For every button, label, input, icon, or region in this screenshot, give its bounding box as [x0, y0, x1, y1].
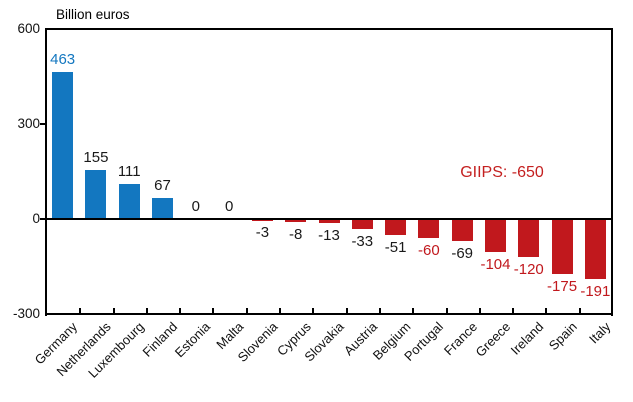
value-label-slovakia: -13	[318, 227, 340, 245]
value-label-austria: -33	[351, 233, 374, 251]
value-label-malta: 0	[224, 198, 234, 215]
x-axis-label-estonia: Estonia	[172, 319, 214, 361]
value-label-estonia: 0	[191, 198, 200, 215]
bar-spain	[551, 220, 573, 275]
zero-line	[45, 218, 613, 220]
value-label-finland: 67	[154, 176, 171, 194]
value-label-germany: 463	[50, 51, 76, 69]
bar-france	[451, 220, 473, 241]
y-axis-tick	[40, 218, 46, 220]
x-axis-label-france: France	[440, 319, 480, 359]
x-axis-tick	[545, 308, 548, 313]
bar-luxembourg	[118, 183, 140, 219]
x-axis-tick	[179, 308, 182, 313]
x-axis-label-finland: Finland	[139, 319, 181, 360]
value-label-portugal: -60	[418, 242, 440, 259]
bar-finland	[152, 197, 174, 219]
x-axis-tick	[445, 308, 448, 313]
value-label-spain: -175	[547, 278, 578, 296]
bar-greece	[484, 220, 506, 252]
value-label-italy: -191	[580, 283, 611, 301]
x-axis-tick	[279, 308, 282, 313]
value-label-luxembourg: 111	[117, 162, 141, 180]
x-axis-tick	[478, 308, 481, 313]
value-label-france: -69	[451, 244, 474, 262]
x-axis-tick	[245, 308, 248, 313]
plot-border-left	[45, 28, 47, 316]
plot-border-right	[611, 28, 613, 316]
y-axis-tick	[40, 123, 46, 125]
value-label-slovenia: -3	[255, 223, 270, 241]
x-axis-tick	[412, 308, 415, 313]
x-axis-tick	[79, 308, 82, 313]
y-axis-tick-label: 600	[17, 21, 40, 36]
x-axis-tick	[212, 308, 215, 313]
plot-border-top	[45, 28, 613, 30]
y-axis-tick-label: -300	[12, 306, 40, 321]
x-axis-tick	[578, 308, 581, 313]
x-axis-label-spain: Spain	[545, 319, 580, 354]
value-label-greece: -104	[480, 255, 511, 273]
value-label-ireland: -120	[513, 261, 544, 278]
y-axis-tick-label: 0	[32, 211, 40, 226]
value-label-netherlands: 155	[83, 148, 109, 166]
plot-border-bottom	[45, 313, 613, 315]
bar-italy	[584, 220, 606, 280]
x-axis-tick	[112, 308, 115, 313]
x-axis-tick	[145, 308, 148, 313]
bar-slovenia	[251, 220, 273, 221]
bar-cyprus	[285, 220, 307, 222]
value-label-cyprus: -8	[289, 225, 303, 243]
bar-belgium	[385, 220, 407, 236]
giips-annotation: GIIPS: -650	[460, 164, 544, 181]
bar-netherlands	[85, 169, 107, 219]
x-axis-tick	[378, 308, 381, 313]
bar-slovakia	[318, 220, 340, 224]
bar-portugal	[418, 220, 440, 238]
x-axis-tick	[312, 308, 315, 313]
x-axis-label-greece: Greece	[472, 319, 514, 360]
bar-germany	[52, 72, 74, 219]
y-axis-tick-label: 300	[17, 116, 40, 131]
x-axis-tick	[512, 308, 515, 313]
x-axis-label-ireland: Ireland	[507, 319, 547, 358]
chart-title: Billion euros	[56, 7, 130, 22]
x-axis-tick	[345, 308, 348, 313]
value-label-belgium: -51	[384, 239, 407, 257]
bar-austria	[351, 220, 373, 230]
x-axis-label-italy: Italy	[585, 319, 613, 347]
bar-ireland	[518, 220, 540, 257]
